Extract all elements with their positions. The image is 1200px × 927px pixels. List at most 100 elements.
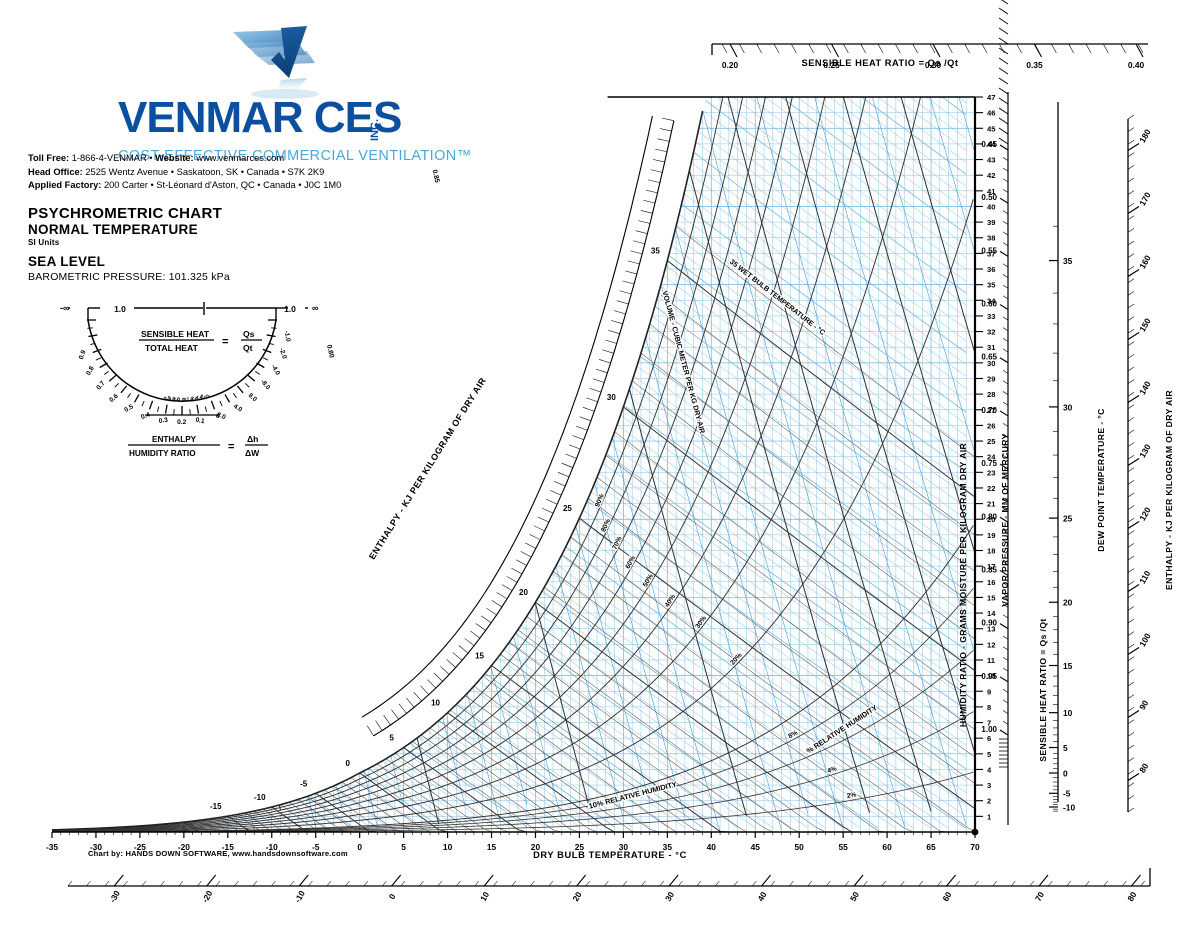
website-label: Website: (155, 153, 194, 163)
humidity-ratio-tick-label: 33 (987, 312, 995, 321)
label-halo: 25 (563, 504, 572, 513)
protractor-dh-label: -8.0 (162, 395, 171, 401)
shr-right-axis: 0.45 0.50 0.55 0.60 0.65 0.70 0.75 0.80 0.85 0.90… (981, 0, 1009, 825)
formula-enthalpy-dw: ΔW (245, 448, 260, 458)
shr-protractor-nomograph: 1.0 1.0 -∞ ∞ 0.9 0.8 0.70.60.5 0.4 0.3 0.2 0.1… (60, 302, 319, 458)
enthalpy-bottom-tick-label: 70 (1033, 890, 1046, 903)
shr-tick-label: 0.60 (981, 300, 997, 309)
contact-line-tollfree: Toll Free: 1-866-4-VENMAR • Website: www… (28, 152, 458, 166)
label-halo: 0 (345, 759, 350, 768)
dry-bulb-axis: -35 -30 -25 -20 -15 -10 -5 0 5 10 15 20 25 30 35 40 45 50… (46, 832, 980, 852)
humidity-ratio-tick-label: 37 (987, 249, 995, 258)
label-halo: 10 (431, 699, 440, 708)
chart-credit: Chart by: HANDS DOWN SOFTWARE, www.hands… (88, 849, 348, 858)
shr-top-tick-label: 0.30 (925, 60, 942, 70)
shr-tick-label: 0.65 (981, 353, 997, 362)
humidity-ratio-tick-label: 7 (987, 719, 991, 728)
chart-units-label: SI Units (28, 238, 60, 247)
protractor-dh-label: 1.0 (186, 396, 193, 402)
humidity-ratio-tick-label: 32 (987, 328, 995, 337)
tollfree-label: Toll Free: (28, 153, 70, 163)
formula-enthalpy-denominator: HUMIDITY RATIO (129, 449, 196, 458)
formula-enthalpy-numerator: ENTHALPY (152, 435, 197, 444)
enthalpy-right-tick-label: 110 (1137, 569, 1153, 586)
dry-bulb-tick-label: 20 (531, 842, 541, 852)
dry-bulb-tick-label: 65 (926, 842, 936, 852)
dry-bulb-tick-label: -25 (134, 842, 146, 852)
enthalpy-right-tick-label: 100 (1137, 631, 1153, 648)
shr-tick-label: 0.75 (981, 459, 997, 468)
chart-subtitle: NORMAL TEMPERATURE (28, 222, 198, 237)
humidity-ratio-axis: 1234567891011121314151617181920212223242… (975, 93, 996, 821)
shr-tick-label: 0.70 (981, 406, 997, 415)
humidity-ratio-tick-label: 19 (987, 531, 995, 540)
wet-bulb-tick-label: 0 (345, 759, 350, 768)
formula-shr-equals: = (222, 336, 228, 348)
enthalpy-bottom-tick-label: 10 (478, 890, 491, 903)
protractor-enthalpy-ratio-label: 2.0 (216, 411, 227, 421)
enthalpy-bottom-tick-label: 30 (663, 890, 676, 903)
humidity-ratio-axis-title: HUMIDITY RATIO - GRAMS MOISTURE PER KILO… (958, 443, 968, 728)
humidity-ratio-tick-label: 13 (987, 625, 995, 634)
dry-bulb-tick-label: 55 (838, 842, 848, 852)
saturation-curve (51, 110, 704, 831)
dew-point-tick-label: 5 (1063, 743, 1068, 753)
wet-bulb-tick-label: 15 (475, 651, 484, 660)
label-halo: 5 (389, 734, 394, 743)
dry-bulb-axis-title: DRY BULB TEMPERATURE - °C (533, 850, 687, 860)
relative-humidity-label: 60% (625, 555, 638, 570)
label-halo: 20 (519, 588, 528, 597)
dry-bulb-tick-label: -15 (222, 842, 234, 852)
formula-enthalpy-dh: Δh (247, 434, 258, 444)
enthalpy-right-tick-label: 80 (1137, 761, 1150, 774)
shr-top-tick-label: 0.20 (722, 60, 739, 70)
formula-shr-qt: Qt (243, 343, 253, 353)
factory-label: Applied Factory: (28, 180, 102, 191)
dry-bulb-tick-label: 40 (707, 842, 717, 852)
wet-bulb-tick-label: 30 (607, 393, 616, 402)
humidity-ratio-tick-label: 20 (987, 515, 995, 524)
wet-bulb-tick-label: 10 (431, 699, 440, 708)
shr-right-axis-title: SENSIBLE HEAT RATIO = Qs /Qt (1038, 618, 1048, 761)
wet-bulb-tick-label: 20 (519, 588, 528, 597)
protractor-left-cap: 1.0 (114, 304, 126, 314)
protractor-shr-label: 0.3 (158, 417, 169, 426)
enthalpy-bottom-tick-label: 60 (940, 890, 953, 903)
website-value[interactable]: www.venmarces.com (193, 153, 285, 163)
protractor-enthalpy-ratio-label: 4.0 (232, 403, 244, 414)
dew-point-tick-label: -10 (1063, 802, 1075, 812)
dew-point-tick-label: 15 (1063, 661, 1073, 671)
humidity-ratio-tick-label: 45 (987, 124, 996, 133)
protractor-dh-label: ∞ (206, 393, 211, 399)
dry-bulb-tick-label: 15 (487, 842, 497, 852)
chart-frame (52, 96, 979, 836)
relative-humidity-label: 8% (787, 729, 799, 740)
enthalpy-bottom-tick-label: -30 (107, 888, 122, 904)
protractor-shr-label: 0.4 (140, 411, 151, 421)
shr-tick-label: 0.85 (981, 565, 997, 574)
humidity-ratio-tick-label: 31 (987, 343, 996, 352)
protractor-dh-label: 4.0 (195, 395, 203, 401)
protractor-formula-enthalpy: ENTHALPY HUMIDITY RATIO = Δh ΔW (128, 434, 268, 458)
humidity-ratio-tick-label: 3 (987, 781, 991, 790)
protractor-neg-infinity: -∞ (60, 303, 70, 313)
factory-value: 200 Carter • St-Léonard d'Aston, QC • Ca… (101, 180, 342, 191)
humidity-ratio-tick-label: 1 (987, 812, 992, 821)
enthalpy-right-tick-label: 160 (1137, 253, 1153, 270)
formula-enthalpy-equals: = (228, 441, 234, 453)
chart-altitude-label: SEA LEVEL (28, 254, 106, 269)
enthalpy-right-tick-label: 150 (1137, 316, 1153, 333)
dry-bulb-tick-label: 0 (357, 842, 362, 852)
dry-bulb-tick-label: -35 (46, 842, 58, 852)
formula-shr-numerator: SENSIBLE HEAT (141, 329, 210, 339)
venmar-v-checkmark-logo-icon (233, 26, 319, 99)
relative-humidity-label: 2% (846, 791, 857, 800)
formula-shr-denominator: TOTAL HEAT (145, 343, 199, 353)
humidity-ratio-tick-label: 23 (987, 468, 995, 477)
shr-tick-label: 1.00 (981, 725, 997, 734)
specific-volume-label: 0.80 (325, 344, 335, 359)
dew-point-tick-label: 25 (1063, 514, 1073, 524)
dew-point-tick-label: 0 (1063, 768, 1068, 778)
protractor-dh-label: -2.0 (172, 396, 181, 402)
